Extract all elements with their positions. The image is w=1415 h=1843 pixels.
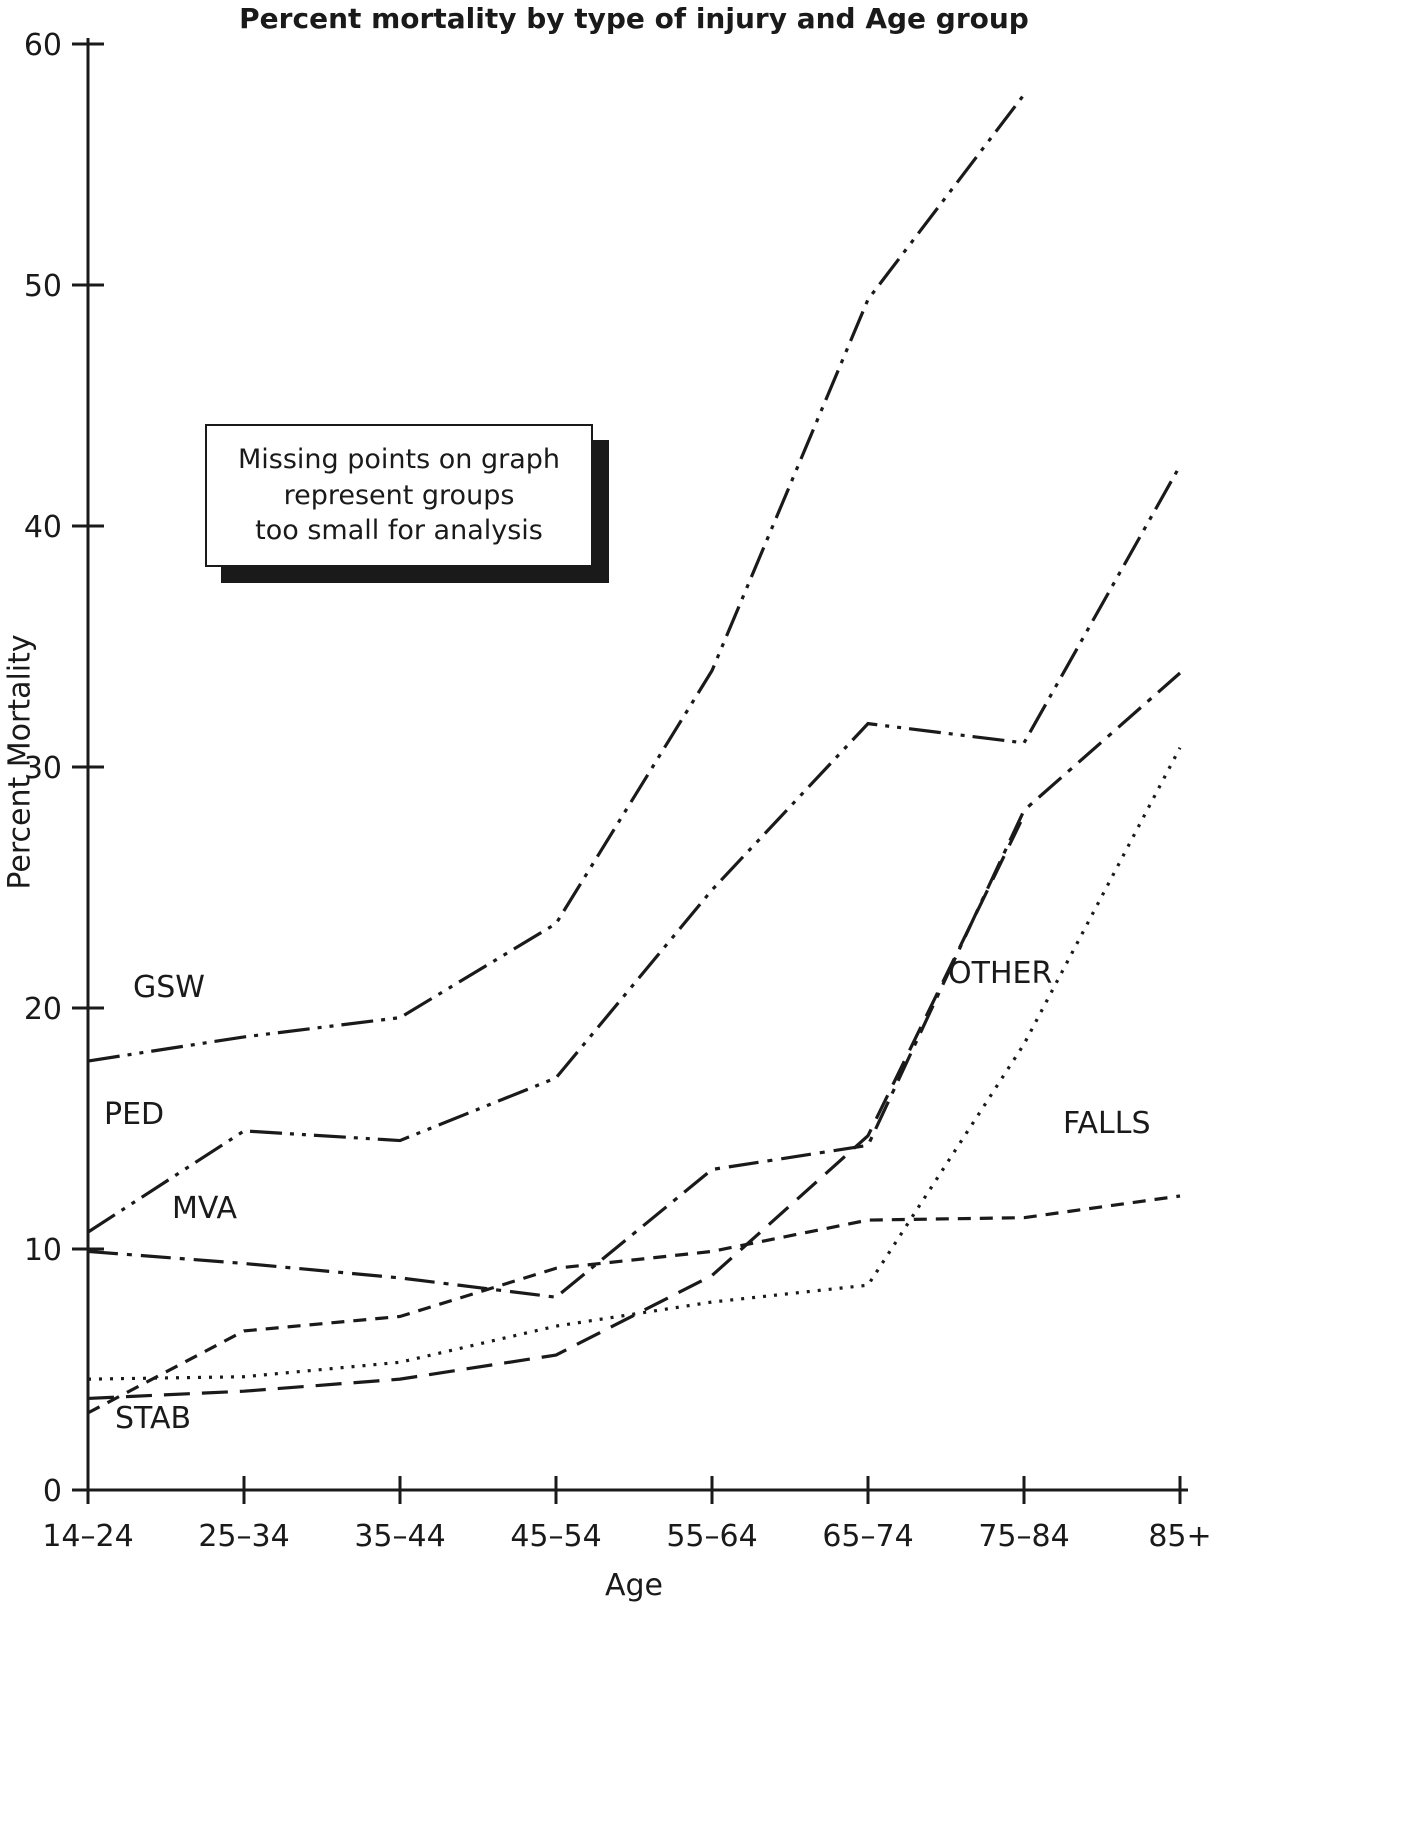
y-tick-label: 50 [24,269,62,304]
series-label-gsw: GSW [133,970,205,1005]
x-tick-label: 85+ [1148,1519,1211,1554]
x-tick-label: 75–84 [978,1519,1069,1554]
series-line-gsw [87,93,1026,1063]
y-tick-label: 40 [24,510,62,545]
series-label-stab: STAB [115,1401,191,1436]
x-tick-label: 35–44 [354,1519,445,1554]
series-line-falls [87,746,1182,1381]
x-axis-title: Age [604,1568,664,1603]
x-tick-label: 65–74 [822,1519,913,1554]
y-tick-label: 60 [24,28,62,63]
series-label-ped: PED [104,1097,164,1132]
series-line-other [87,814,1026,1401]
annotation-text: Missing points on graph represent groups… [237,444,561,547]
x-tick-label: 25–34 [198,1519,289,1554]
series-label-falls: FALLS [1063,1106,1151,1141]
y-tick-label: 30 [24,751,62,786]
y-tick-label: 10 [24,1233,62,1268]
y-tick-label: 0 [43,1474,62,1509]
series-label-other: OTHER [948,956,1052,991]
chart-title: Percent mortality by type of injury and … [239,2,1029,35]
x-tick-label: 55–64 [666,1519,757,1554]
series-line-ped [87,464,1182,1234]
y-tick-label: 20 [24,992,62,1027]
x-tick-label: 45–54 [510,1519,601,1554]
series-line-stab [87,1194,1181,1415]
x-tick-label: 14–24 [42,1519,133,1554]
series-label-mva: MVA [172,1191,237,1226]
annotation-box: Missing points on graph represent groups… [205,424,593,567]
